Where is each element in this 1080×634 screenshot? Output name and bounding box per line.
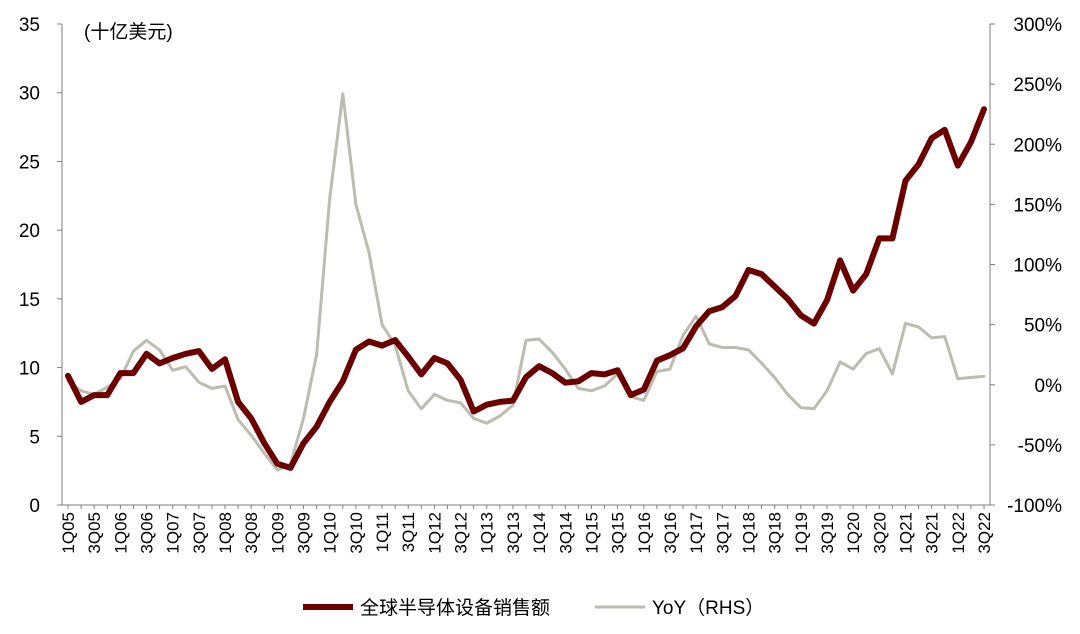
x-tick-label: 3Q14 — [556, 512, 575, 554]
x-tick-label: 1Q17 — [687, 512, 706, 554]
x-tick-label: 3Q11 — [399, 512, 418, 552]
series-line-sales — [65, 106, 987, 471]
x-tick-label: 3Q21 — [923, 512, 942, 554]
x-tick-label: 3Q22 — [975, 512, 994, 554]
x-tick-label: 1Q13 — [478, 512, 497, 554]
left-y-ticks: 0 5 10 15 20 25 30 35 — [19, 15, 62, 517]
right-tick-label: -100% — [1007, 496, 1062, 517]
x-tick-label: 1Q15 — [582, 512, 601, 554]
left-tick-label: 0 — [29, 496, 40, 517]
x-tick-label: 1Q09 — [268, 512, 287, 554]
x-tick-label: 3Q10 — [347, 512, 366, 554]
legend-label-sales: 全球半导体设备销售额 — [360, 597, 550, 619]
x-tick-label: 3Q08 — [242, 512, 261, 554]
x-tick-label: 3Q16 — [661, 512, 680, 554]
x-tick-label: 3Q07 — [190, 512, 209, 554]
legend: 全球半导体设备销售额 YoY（RHS） — [303, 597, 764, 619]
x-tick-label: 1Q07 — [164, 512, 183, 554]
left-tick-label: 25 — [19, 152, 40, 173]
right-tick-label: 50% — [1024, 316, 1062, 337]
left-tick-label: 10 — [19, 359, 40, 380]
right-tick-label: 200% — [1013, 135, 1062, 156]
axes — [61, 24, 991, 506]
left-tick-label: 15 — [19, 290, 40, 311]
x-tick-label: 1Q06 — [111, 512, 130, 554]
right-tick-label: 150% — [1013, 195, 1062, 216]
x-tick-label: 3Q05 — [85, 512, 104, 554]
left-tick-label: 30 — [19, 84, 40, 105]
x-tick-label: 3Q13 — [504, 512, 523, 554]
x-tick-label: 1Q14 — [530, 512, 549, 554]
right-tick-label: 0% — [1035, 376, 1063, 397]
x-tick-label: 3Q06 — [138, 512, 157, 554]
x-tick-label: 3Q20 — [870, 512, 889, 554]
x-tick-label: 1Q22 — [949, 512, 968, 554]
x-tick-label: 1Q05 — [59, 512, 78, 554]
x-tick-label: 1Q12 — [425, 512, 444, 554]
x-tick-label: 3Q15 — [609, 512, 628, 554]
x-tick-label: 1Q10 — [321, 512, 340, 554]
x-tick-label: 1Q16 — [635, 512, 654, 554]
x-tick-label: 1Q18 — [739, 512, 758, 554]
right-tick-label: 100% — [1013, 256, 1062, 277]
x-tick-label: 1Q08 — [216, 512, 235, 554]
left-tick-label: 5 — [29, 427, 40, 448]
left-tick-label: 35 — [19, 15, 40, 36]
x-tick-label: 1Q20 — [844, 512, 863, 554]
left-tick-label: 20 — [19, 221, 40, 242]
right-tick-label: 250% — [1013, 75, 1062, 96]
x-tick-label: 3Q17 — [713, 512, 732, 554]
series-layer — [65, 92, 987, 472]
x-tick-label: 3Q18 — [766, 512, 785, 554]
unit-label: (十亿美元) — [84, 21, 173, 43]
x-tick-label: 1Q19 — [792, 512, 811, 554]
right-tick-label: -50% — [1018, 436, 1062, 457]
x-tick-label: 1Q21 — [896, 512, 915, 554]
x-tick-label: 1Q11 — [373, 512, 392, 552]
right-tick-label: 300% — [1013, 15, 1062, 36]
x-tick-label: 3Q12 — [452, 512, 471, 554]
x-tick-label: 3Q19 — [818, 512, 837, 554]
x-ticks: 1Q05 3Q05 1Q06 3Q06 1Q07 3Q07 1Q08 3Q08 1Q09 3Q09… — [59, 505, 994, 554]
legend-label-yoy: YoY（RHS） — [652, 597, 764, 619]
series-line-yoy — [66, 92, 986, 472]
x-tick-label: 3Q09 — [295, 512, 314, 554]
right-y-ticks: -100% -50% 0% 50% 100% 150% 200% 250% 300% — [990, 15, 1062, 517]
